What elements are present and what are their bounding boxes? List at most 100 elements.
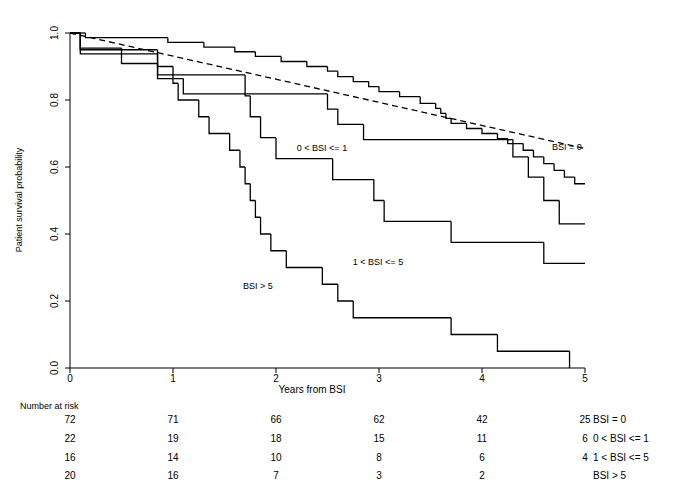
axes: 0123450.00.20.40.60.81.0: [49, 26, 588, 384]
risk-count: 6: [582, 433, 588, 444]
risk-count: 3: [376, 470, 382, 481]
x-tick-label: 5: [582, 373, 588, 384]
km-step: [158, 50, 173, 67]
km-step: [497, 134, 507, 139]
km-step: [286, 251, 322, 268]
km-step: [261, 217, 271, 234]
km-step: [80, 33, 157, 50]
km-step: [559, 201, 585, 224]
background: [0, 0, 682, 499]
risk-count: 20: [64, 470, 76, 481]
km-step: [441, 108, 446, 113]
km-step: [338, 284, 353, 301]
y-tick-label: 0.4: [49, 227, 60, 241]
y-tick: [65, 100, 70, 101]
km-step: [307, 61, 328, 66]
series: [70, 33, 585, 224]
km-step: [544, 242, 585, 263]
y-tick-label: 1.0: [49, 26, 60, 40]
km-step: [199, 100, 209, 117]
km-step: [369, 82, 379, 87]
km-step: [178, 83, 199, 100]
km-step: [250, 96, 260, 117]
km-step: [158, 54, 246, 75]
risk-count: 16: [167, 470, 179, 481]
curve-label: BSI = 0: [552, 142, 582, 152]
risk-count: 8: [376, 452, 382, 463]
risk-row-label: BSI > 5: [593, 470, 627, 481]
risk-count: 62: [373, 414, 385, 425]
curve-label: 0 < BSI <= 1: [297, 143, 347, 153]
km-step: [353, 77, 368, 82]
km-step: [420, 97, 435, 104]
plot-area: [70, 33, 585, 368]
y-tick: [65, 33, 70, 34]
risk-count: 15: [373, 433, 385, 444]
km-step: [322, 268, 337, 285]
x-tick-label: 4: [479, 373, 485, 384]
risk-count: 4: [582, 452, 588, 463]
km-step: [281, 56, 307, 61]
km-step: [528, 157, 543, 177]
km-step: [379, 87, 400, 92]
km-step: [173, 67, 178, 84]
curve-labels: BSI = 00 < BSI <= 11 < BSI <= 5BSI > 5: [243, 142, 582, 291]
y-tick-label: 0.0: [49, 361, 60, 375]
reference-line: [70, 33, 585, 149]
risk-count: 71: [167, 414, 179, 425]
risk-table: Number at risk727166624225BSI = 02219181…: [20, 401, 649, 481]
series: [70, 33, 585, 149]
y-tick-label: 0.8: [49, 93, 60, 107]
risk-count: 14: [167, 452, 179, 463]
risk-count: 7: [273, 470, 279, 481]
km-step: [564, 170, 574, 177]
y-tick-label: 0.6: [49, 160, 60, 174]
curve-label: BSI > 5: [243, 281, 273, 291]
km-step: [497, 335, 569, 352]
risk-count: 22: [64, 433, 76, 444]
y-axis-title: Patient survival probability: [14, 147, 24, 252]
km-step: [235, 47, 256, 52]
risk-table-title: Number at risk: [20, 401, 79, 411]
y-tick: [65, 167, 70, 168]
x-axis-title: Years from BSI: [279, 384, 346, 395]
chart: 0123450.00.20.40.60.81.0Years from BSIPa…: [0, 0, 682, 499]
risk-row-label: 0 < BSI <= 1: [593, 433, 649, 444]
km-step: [374, 180, 384, 201]
km-step: [255, 201, 260, 218]
km-step: [204, 42, 235, 47]
km-step: [250, 184, 255, 201]
km-step: [338, 109, 364, 124]
risk-row-label: BSI = 0: [593, 414, 627, 425]
km-step: [513, 140, 528, 157]
risk-count: 25: [579, 414, 591, 425]
series: [70, 33, 585, 184]
risk-count: 10: [270, 452, 282, 463]
km-step: [271, 234, 286, 251]
risk-count: 16: [64, 452, 76, 463]
km-step: [245, 75, 250, 96]
x-tick-label: 0: [67, 373, 73, 384]
km-step: [261, 117, 276, 138]
km-step: [544, 157, 554, 164]
x-tick-label: 3: [376, 373, 382, 384]
km-step: [328, 94, 338, 109]
km-step: [240, 150, 245, 167]
risk-count: 19: [167, 433, 179, 444]
km-step: [544, 177, 559, 200]
y-tick: [65, 301, 70, 302]
risk-count: 6: [479, 452, 485, 463]
y-tick: [65, 368, 70, 369]
risk-count: 42: [476, 414, 488, 425]
km-step: [436, 103, 441, 108]
km-step: [209, 117, 230, 134]
risk-count: 11: [477, 433, 488, 444]
y-axis-line: [70, 33, 71, 368]
risk-count: 18: [270, 433, 282, 444]
risk-count: 72: [64, 414, 76, 425]
page: {"chart_data": {"type": "step", "xlabel"…: [0, 0, 682, 499]
km-step: [446, 113, 451, 118]
x-tick-label: 1: [170, 373, 176, 384]
km-step: [384, 201, 451, 222]
km-step: [451, 221, 544, 242]
